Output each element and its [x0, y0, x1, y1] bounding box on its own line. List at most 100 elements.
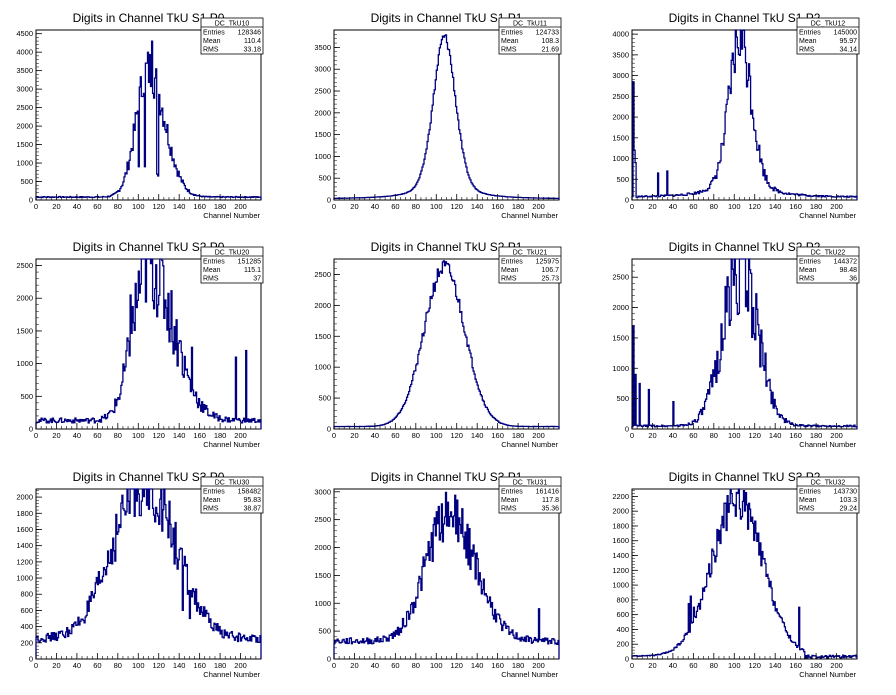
y-tick-label: 2500 — [314, 87, 331, 96]
stats-name: DC_TkU21 — [513, 250, 548, 257]
y-tick-label: 2200 — [612, 492, 629, 501]
stats-value-entries: 145000 — [834, 30, 857, 37]
stats-value-entries: 161416 — [536, 489, 559, 496]
y-tick-label: 2000 — [16, 122, 33, 131]
x-tick-label: 0 — [332, 202, 336, 211]
y-tick-label: 1400 — [16, 541, 33, 550]
panel-title: Digits in Channel TkU S1 P0 — [73, 11, 225, 25]
y-tick-label: 1500 — [314, 332, 331, 341]
stats-label: Entries — [799, 259, 821, 266]
stats-box: DC_TkU20 Entries 151285 Mean 115.1 RMS 37 — [200, 246, 264, 284]
histogram-panel: Digits in Channel TkU S3 P1 0 20 40 60 80 100 1… — [314, 470, 562, 679]
stats-label: Mean — [501, 38, 519, 45]
stats-name: DC_TkU30 — [215, 480, 250, 487]
histogram-panel: Digits in Channel TkU S2 P0 0 20 40 60 80 100 1… — [16, 240, 264, 449]
x-tick-label: 180 — [810, 202, 823, 211]
y-tick-label: 2000 — [16, 493, 33, 502]
x-tick-label: 120 — [450, 661, 463, 670]
x-tick-label: 40 — [669, 661, 677, 670]
x-tick-label: 160 — [789, 661, 802, 670]
stats-value-entries: 151285 — [238, 259, 261, 266]
x-tick-label: 200 — [532, 661, 545, 670]
x-tick-label: 40 — [371, 431, 379, 440]
x-tick-label: 140 — [769, 202, 782, 211]
y-tick-label: 1500 — [612, 133, 629, 142]
x-tick-label: 120 — [450, 431, 463, 440]
x-tick-label: 80 — [114, 431, 122, 440]
plot-frame — [35, 258, 262, 430]
y-tick-label: 4000 — [16, 48, 33, 57]
stats-value-mean: 108.3 — [541, 38, 559, 45]
x-tick-label: 120 — [748, 661, 761, 670]
y-tick-label: 3000 — [16, 85, 33, 94]
x-tick-label: 20 — [648, 431, 656, 440]
histogram-line — [631, 488, 858, 659]
x-tick-label: 100 — [728, 431, 741, 440]
histogram-panel: Digits in Channel TkU S1 P2 0 20 40 60 80 100 1… — [612, 11, 860, 220]
x-tick-label: 20 — [648, 202, 656, 211]
y-tick-label: 500 — [318, 394, 331, 403]
x-axis-label: Channel Number — [799, 670, 856, 679]
x-tick-label: 0 — [332, 431, 336, 440]
x-tick-label: 0 — [34, 202, 38, 211]
x-tick-label: 160 — [491, 661, 504, 670]
y-tick-label: 1000 — [612, 364, 629, 373]
y-tick-label: 1000 — [314, 152, 331, 161]
stats-label: RMS — [203, 276, 219, 283]
x-tick-label: 40 — [73, 202, 81, 211]
y-tick-label: 0 — [625, 655, 629, 664]
y-tick-label: 4500 — [16, 29, 33, 38]
y-tick-label: 3500 — [612, 50, 629, 59]
stats-label: Entries — [799, 30, 821, 37]
stats-label: RMS — [501, 47, 517, 54]
y-tick-label: 2500 — [314, 270, 331, 279]
x-tick-label: 80 — [412, 661, 420, 670]
stats-box-frame — [796, 476, 860, 514]
stats-value-entries: 125975 — [536, 259, 559, 266]
x-tick-label: 0 — [630, 661, 634, 670]
x-tick-label: 0 — [630, 431, 634, 440]
stats-label: RMS — [799, 47, 815, 54]
y-tick-label: 600 — [616, 610, 629, 619]
panel-title: Digits in Channel TkU S1 P1 — [371, 11, 523, 25]
stats-box-frame — [796, 17, 860, 55]
stats-value-rms: 25.73 — [541, 276, 559, 283]
x-tick-label: 140 — [769, 661, 782, 670]
stats-value-mean: 106.7 — [541, 267, 559, 274]
y-tick-label: 3000 — [314, 65, 331, 74]
stats-value-mean: 103.3 — [839, 497, 857, 504]
x-tick-label: 120 — [152, 202, 165, 211]
stats-value-rms: 33.18 — [243, 47, 261, 54]
stats-box: DC_TkU10 Entries 128346 Mean 110.4 RMS 33.18 — [200, 17, 264, 55]
y-tick-label: 500 — [20, 392, 33, 401]
x-tick-label: 200 — [830, 431, 843, 440]
y-tick-label: 200 — [616, 640, 629, 649]
stats-box-frame — [200, 17, 264, 55]
x-tick-label: 60 — [93, 661, 101, 670]
y-tick-label: 1600 — [612, 536, 629, 545]
x-tick-label: 40 — [669, 202, 677, 211]
stats-name: DC_TkU11 — [513, 21, 547, 28]
x-tick-label: 160 — [491, 202, 504, 211]
panel-title: Digits in Channel TkU S2 P1 — [371, 240, 523, 254]
y-tick-label: 0 — [327, 196, 331, 205]
stats-label: Entries — [203, 30, 225, 37]
panel-title: Digits in Channel TkU S2 P2 — [669, 240, 821, 254]
stats-value-rms: 34.14 — [839, 47, 857, 54]
x-tick-label: 0 — [34, 661, 38, 670]
x-tick-label: 20 — [350, 202, 358, 211]
stats-value-mean: 117.8 — [542, 497, 559, 504]
stats-label: Mean — [501, 497, 519, 504]
x-tick-label: 180 — [810, 661, 823, 670]
x-tick-label: 80 — [412, 202, 420, 211]
x-tick-label: 100 — [430, 202, 443, 211]
y-tick-label: 2000 — [314, 543, 331, 552]
x-tick-label: 140 — [769, 431, 782, 440]
x-tick-label: 0 — [34, 431, 38, 440]
stats-value-rms: 29.24 — [839, 506, 857, 513]
x-tick-label: 80 — [114, 202, 122, 211]
histogram-line — [35, 258, 262, 429]
x-tick-label: 160 — [491, 431, 504, 440]
